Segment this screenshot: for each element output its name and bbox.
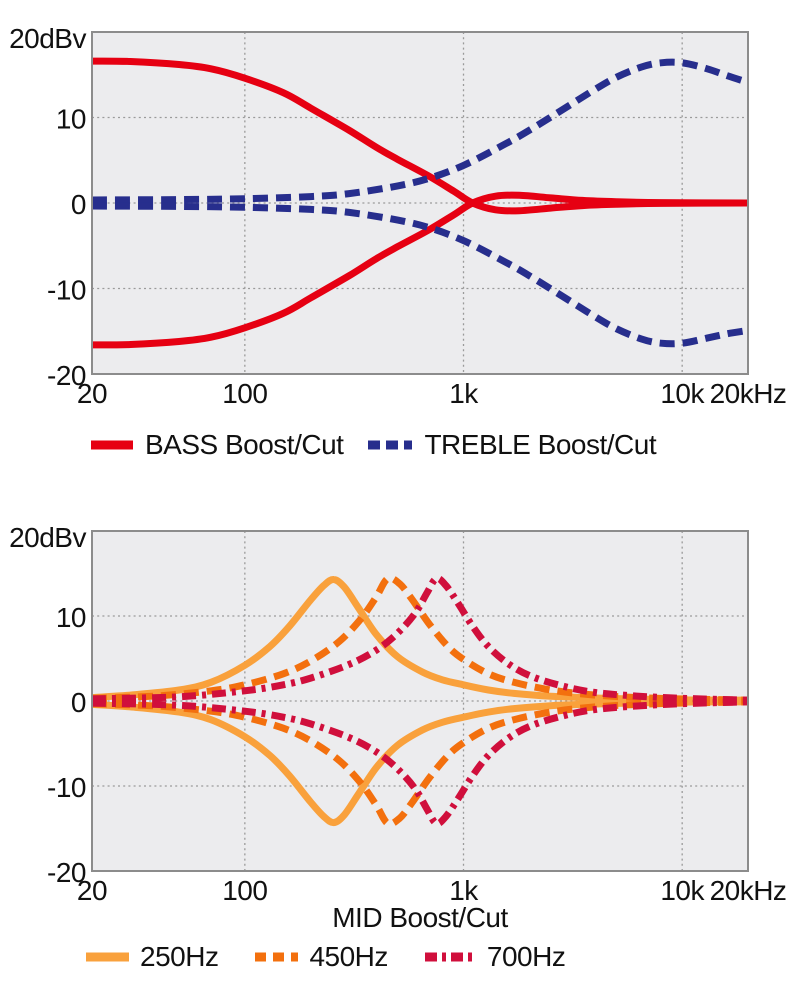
legend-label-treble: TREBLE Boost/Cut <box>424 429 657 460</box>
mid-legend: 250Hz 450Hz 700Hz <box>83 941 566 973</box>
svg-text:10: 10 <box>56 602 86 633</box>
svg-text:-20: -20 <box>47 857 86 888</box>
legend-label-700hz: 700Hz <box>486 941 566 972</box>
svg-text:0: 0 <box>71 687 86 718</box>
svg-text:-10: -10 <box>47 772 86 803</box>
legend-item-bass: BASS Boost/Cut <box>88 429 344 461</box>
svg-text:10k: 10k <box>660 378 705 409</box>
legend-label-250hz: 250Hz <box>140 941 219 972</box>
legend-item-700hz: 700Hz <box>422 941 566 973</box>
svg-text:20dBv: 20dBv <box>9 522 86 553</box>
legend-item-treble: TREBLE Boost/Cut <box>365 429 657 461</box>
svg-text:1k: 1k <box>449 378 479 409</box>
mid-chart-x-axis-title: MID Boost/Cut <box>332 902 508 933</box>
svg-text:10: 10 <box>56 104 86 135</box>
legend-label-bass: BASS Boost/Cut <box>145 429 344 460</box>
svg-text:20dBv: 20dBv <box>9 23 86 54</box>
svg-text:10k: 10k <box>660 875 705 906</box>
svg-text:20kHz: 20kHz <box>710 378 787 409</box>
legend-item-250hz: 250Hz <box>83 941 219 973</box>
svg-text:0: 0 <box>71 189 86 220</box>
treble-dashed-line-icon <box>368 440 413 450</box>
legend-item-450hz: 450Hz <box>252 941 388 973</box>
mid-700hz-dashdot-line-icon <box>424 952 474 962</box>
mid-250hz-solid-line-icon <box>86 952 129 962</box>
legend-label-450hz: 450Hz <box>309 941 388 972</box>
svg-text:20kHz: 20kHz <box>710 875 787 906</box>
bass-solid-line-icon <box>91 440 133 450</box>
svg-text:20: 20 <box>77 875 107 906</box>
svg-text:-10: -10 <box>47 275 86 306</box>
mid-450hz-dashed-line-icon <box>255 952 299 962</box>
bass-treble-legend: BASS Boost/Cut TREBLE Boost/Cut <box>88 429 657 461</box>
svg-text:100: 100 <box>222 875 267 906</box>
svg-text:100: 100 <box>222 378 267 409</box>
svg-text:-20: -20 <box>47 360 86 391</box>
svg-text:1k: 1k <box>449 875 479 906</box>
svg-text:20: 20 <box>77 378 107 409</box>
